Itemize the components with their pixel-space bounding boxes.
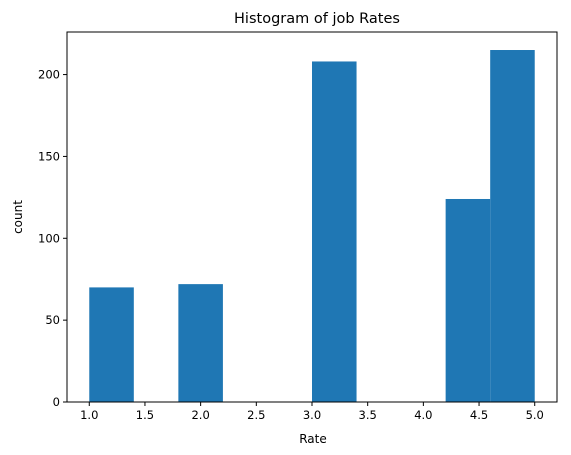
x-tick-label: 1.0 (80, 408, 98, 422)
y-tick-label: 200 (38, 68, 60, 82)
x-tick-label: 2.5 (247, 408, 265, 422)
bars-group (89, 50, 535, 402)
chart-title: Histogram of job Rates (234, 11, 400, 27)
y-tick-label: 0 (53, 395, 60, 409)
plot-frame (66, 31, 558, 403)
y-tick-label: 50 (45, 313, 60, 327)
x-axis-label: Rate (299, 432, 327, 446)
x-tick-label: 1.5 (136, 408, 154, 422)
y-tick-label: 150 (38, 149, 60, 163)
x-tick-label: 4.5 (470, 408, 488, 422)
histogram-bar (445, 198, 491, 402)
y-tick-label: 100 (38, 231, 60, 245)
histogram-bar (312, 61, 357, 402)
histogram-bar (89, 287, 134, 402)
x-tick-label: 3.0 (303, 408, 321, 422)
histogram-bar (490, 50, 535, 402)
y-axis-ticks: 0 50 100 150 200 (38, 68, 67, 409)
x-tick-label: 3.5 (359, 408, 377, 422)
x-tick-label: 5.0 (526, 408, 544, 422)
x-tick-label: 4.0 (414, 408, 432, 422)
x-tick-label: 2.0 (191, 408, 209, 422)
histogram-bar (178, 284, 223, 402)
y-axis-label: count (11, 200, 25, 234)
x-axis-ticks: 1.0 1.5 2.0 2.5 3.0 3.5 4.0 4.5 5.0 (80, 402, 544, 422)
